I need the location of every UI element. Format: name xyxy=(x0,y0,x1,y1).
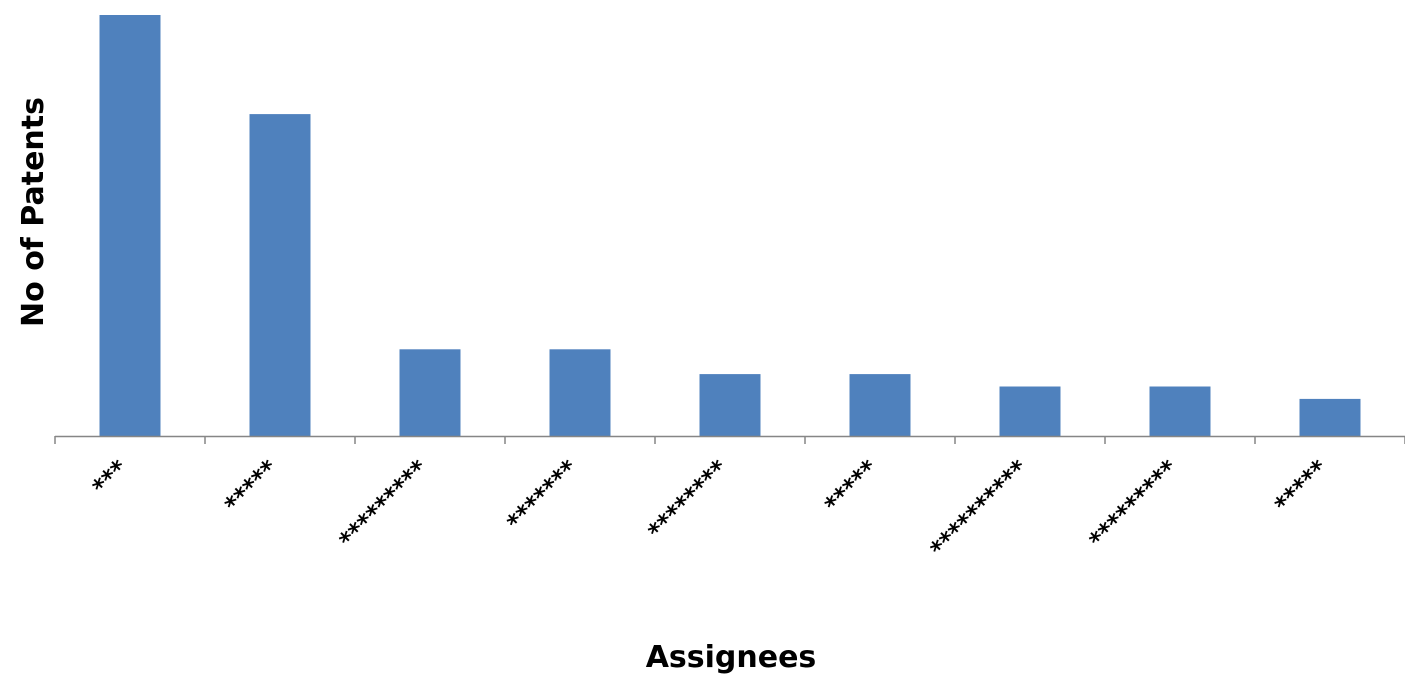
bar-6 xyxy=(849,374,911,436)
x-tick-label-9: ***** xyxy=(1269,454,1333,518)
bar-1 xyxy=(99,15,161,436)
bar-8 xyxy=(1149,386,1211,436)
bar-9 xyxy=(1299,398,1361,436)
bar-3 xyxy=(399,349,461,436)
bar-7 xyxy=(999,386,1061,436)
bar-5 xyxy=(699,374,761,436)
x-tick-label-4: ******* xyxy=(501,454,583,536)
x-tick-label-7: ********** xyxy=(925,454,1034,563)
x-tick-label-8: ********* xyxy=(1084,454,1184,554)
bar-4 xyxy=(549,349,611,436)
x-tick-label-1: *** xyxy=(87,454,134,501)
x-tick-label-6: ***** xyxy=(819,454,883,518)
bars-group xyxy=(99,15,1361,436)
bar-2 xyxy=(249,114,311,436)
x-tick-label-2: ***** xyxy=(219,454,283,518)
x-axis xyxy=(54,435,1405,444)
x-tick-label-5: ******** xyxy=(642,454,733,545)
x-tick-labels: *** ***** ********* ******* ******** ***** ***… xyxy=(87,454,1334,563)
y-axis-label: No of Patents xyxy=(16,97,51,327)
x-axis-label: Assignees xyxy=(646,640,817,675)
x-tick-label-3: ********* xyxy=(334,454,434,554)
